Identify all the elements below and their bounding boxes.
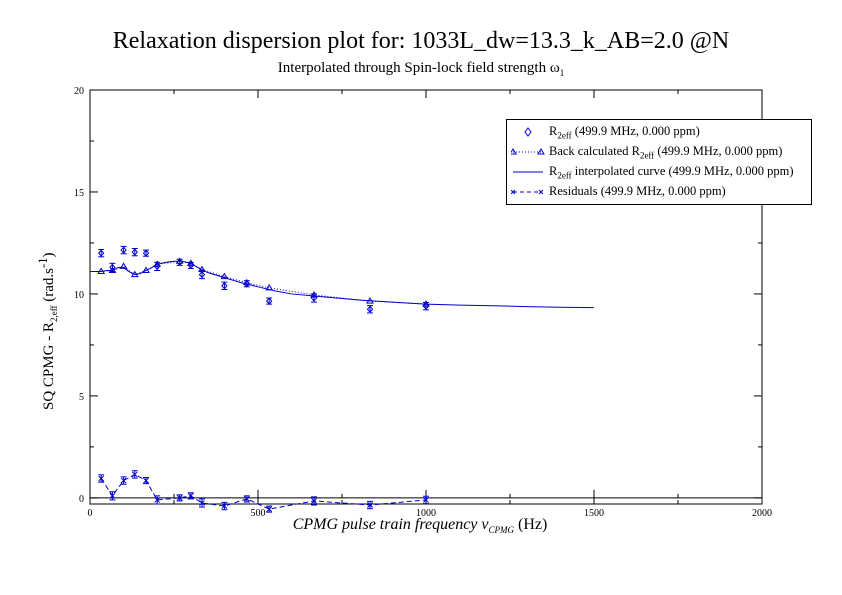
- residual-point: [311, 498, 317, 504]
- legend-label-post: interpolated curve (499.9 MHz, 0.000 ppm…: [571, 164, 794, 178]
- legend-symbol-line: [513, 171, 543, 173]
- residual-point: [131, 471, 138, 478]
- legend-label-post: (499.9 MHz, 0.000 ppm): [654, 144, 783, 158]
- y-axis-label-end: ): [41, 252, 57, 258]
- r2eff-point: [422, 302, 430, 310]
- y-tick-label: 5: [79, 392, 84, 403]
- r2eff-point: [221, 282, 228, 290]
- r2eff-point: [366, 305, 374, 314]
- residual-point: [120, 477, 127, 484]
- residual-point: [199, 500, 205, 506]
- legend-label-text: Residuals: [549, 184, 598, 198]
- x-tick-label: 1500: [584, 508, 604, 519]
- y-axis-label-unit: (rad.s: [41, 267, 57, 306]
- legend-label-sub: 2eff: [557, 130, 572, 141]
- legend-label-text: Back calculated R: [549, 144, 640, 158]
- r2eff-point: [142, 249, 150, 257]
- legend-symbol-cross: [511, 189, 544, 195]
- legend-item-interpolated-curve: R2eff interpolated curve (499.9 MHz, 0.0…: [507, 163, 813, 181]
- x-axis-label-unit: (Hz): [514, 516, 548, 533]
- residual-point: [154, 497, 161, 503]
- subtitle-subscript: 1: [559, 68, 565, 78]
- x-tick-label: 0: [88, 508, 93, 519]
- y-axis-label-subscript: 2,eff: [49, 305, 59, 323]
- subtitle-text: Interpolated through Spin-lock field str…: [277, 60, 560, 76]
- r2eff-point: [266, 297, 273, 305]
- residual-point: [187, 492, 194, 499]
- r2eff-point: [198, 270, 206, 279]
- legend-label-post: (499.9 MHz, 0.000 ppm): [597, 184, 726, 198]
- residual-point: [367, 502, 373, 508]
- back-calculated-point: [310, 290, 318, 298]
- r2eff-point: [120, 246, 127, 254]
- y-axis-label-superscript: -1: [36, 257, 50, 268]
- chart-title: Relaxation dispersion plot for: 1033L_dw…: [112, 28, 730, 54]
- legend-label-text: R: [549, 124, 558, 138]
- y-axis-label-text: SQ CPMG - R: [41, 322, 57, 410]
- residual-point: [176, 495, 183, 501]
- legend-label-sub: 2eff: [557, 170, 572, 181]
- legend-label-post: (499.9 MHz, 0.000 ppm): [571, 124, 700, 138]
- legend-item-residuals: Residuals (499.9 MHz, 0.000 ppm): [507, 183, 813, 201]
- y-tick-label: 20: [74, 86, 84, 97]
- residual-point: [98, 475, 105, 482]
- legend-item-back-calculated: Back calculated R2eff (499.9 MHz, 0.000 …: [507, 143, 813, 161]
- residual-point: [109, 492, 116, 499]
- y-axis-label: SQ CPMG - R2,eff (rad.s-1): [36, 253, 59, 410]
- back-calculated-line: [101, 260, 427, 305]
- legend-label: R2eff (499.9 MHz, 0.000 ppm): [549, 124, 700, 141]
- back-calculated-point: [119, 262, 128, 269]
- y-tick-label: 0: [79, 494, 84, 505]
- x-tick-label: 500: [251, 508, 266, 519]
- y-tick-label: 10: [74, 290, 84, 301]
- interpolated-curve-line: [90, 260, 595, 309]
- legend: R2eff (499.9 MHz, 0.000 ppm) Back calcul…: [506, 119, 812, 205]
- legend-item-r2eff: R2eff (499.9 MHz, 0.000 ppm): [507, 123, 813, 141]
- residual-point: [243, 496, 250, 502]
- residual-point: [143, 477, 149, 484]
- x-axis-label-text: CPMG pulse train frequency ν: [292, 516, 489, 533]
- legend-label: R2eff interpolated curve (499.9 MHz, 0.0…: [549, 164, 794, 181]
- x-axis-label: CPMG pulse train frequency νCPMG (Hz): [260, 516, 580, 535]
- legend-symbol-triangle: [511, 148, 545, 155]
- back-calculated-point: [220, 272, 229, 280]
- r2eff-point: [98, 249, 105, 257]
- legend-label-text: R: [549, 164, 558, 178]
- r2eff-point: [131, 248, 138, 256]
- x-tick-label: 2000: [752, 508, 772, 519]
- residual-point: [266, 506, 273, 512]
- residual-point: [423, 497, 429, 503]
- chart-subtitle: Interpolated through Spin-lock field str…: [0, 60, 842, 78]
- x-axis-label-subscript: CPMG: [488, 525, 515, 536]
- legend-symbol-diamond: [524, 127, 532, 137]
- back-calculated-point: [242, 278, 251, 286]
- x-tick-label: 1000: [416, 508, 436, 519]
- y-tick-label: 15: [74, 188, 84, 199]
- legend-label: Residuals (499.9 MHz, 0.000 ppm): [549, 184, 726, 201]
- legend-label: Back calculated R2eff (499.9 MHz, 0.000 …: [549, 144, 782, 161]
- legend-label-sub: 2eff: [639, 150, 655, 161]
- residual-point: [221, 503, 228, 509]
